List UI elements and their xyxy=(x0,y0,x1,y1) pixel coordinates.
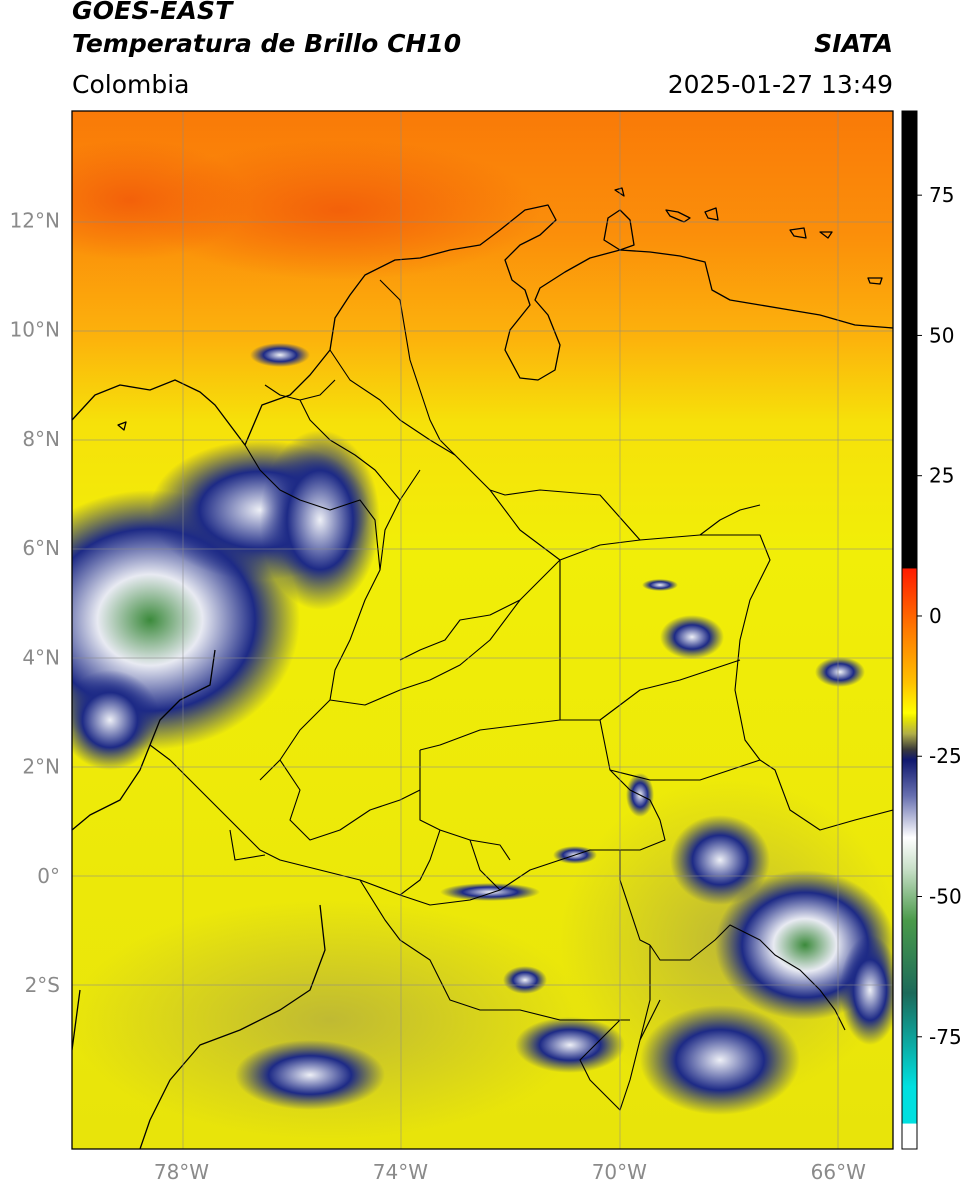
lat-tick-label: 12°N xyxy=(10,208,60,232)
lat-tick-label: 4°N xyxy=(22,645,60,669)
cloud-andes xyxy=(260,430,380,610)
cloud-cell-c xyxy=(503,966,547,994)
colorbar xyxy=(901,110,918,1150)
lat-tick-label: 10°N xyxy=(10,318,60,342)
cloud-east-south xyxy=(640,1005,800,1115)
colorbar-tick-label: 25 xyxy=(929,464,954,488)
cloud-east-mid xyxy=(670,815,770,905)
lon-tick-label: 66°W xyxy=(811,1160,866,1184)
lat-tick-label: 0° xyxy=(37,864,60,888)
lon-tick-label: 78°W xyxy=(154,1160,209,1184)
colorbar-tick-label: -75 xyxy=(929,1025,962,1049)
lat-tick-label: 2°S xyxy=(25,973,60,997)
colorbar-tick-label: 0 xyxy=(929,604,942,628)
cloud-far-east xyxy=(815,657,865,687)
lat-tick-label: 2°N xyxy=(22,755,60,779)
cloud-cell-d xyxy=(642,579,678,591)
cloud-band-south xyxy=(440,883,540,901)
timestamp: 2025-01-27 13:49 xyxy=(667,70,893,99)
cloud-central-east xyxy=(660,615,724,659)
cloud-coast xyxy=(72,670,160,770)
lat-tick-label: 8°N xyxy=(22,427,60,451)
cloud-east-fringe xyxy=(840,935,893,1045)
cloud-south-mid xyxy=(515,1017,625,1073)
hotspot-northwest xyxy=(72,140,250,260)
cloud-panama xyxy=(250,343,310,367)
region-label: Colombia xyxy=(72,70,190,99)
lon-tick-label: 70°W xyxy=(592,1160,647,1184)
cloud-south-west xyxy=(235,1040,385,1110)
hotspot-north xyxy=(140,140,540,280)
colorbar-tick-label: -25 xyxy=(929,744,962,768)
lon-tick-label: 74°W xyxy=(373,1160,428,1184)
title-satellite: GOES-EAST xyxy=(72,0,233,25)
olive-haze-south xyxy=(72,900,590,1140)
colorbar-tick-label: -50 xyxy=(929,885,962,909)
title-product: Temperatura de Brillo CH10 xyxy=(72,29,462,58)
lat-tick-label: 6°N xyxy=(22,536,60,560)
brand-label: SIATA xyxy=(814,29,893,58)
colorbar-tick-label: 50 xyxy=(929,323,954,347)
gridlines xyxy=(72,111,893,1149)
map-frame xyxy=(71,110,894,1150)
colorbar-tick-label: 75 xyxy=(929,183,954,207)
